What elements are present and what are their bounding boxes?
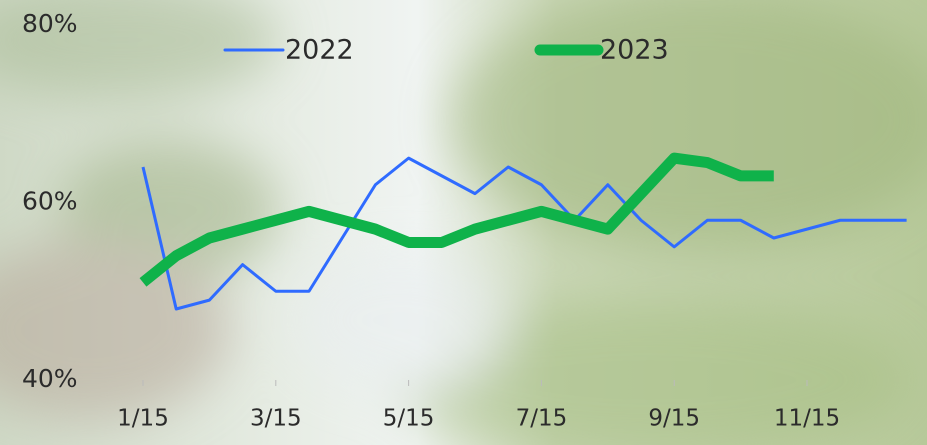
chart: 40% 60% 80% 1/15 3/15 5/15 7/15 9/15 11/15 2022 20… (0, 0, 927, 445)
x-tick-label: 5/15 (383, 406, 435, 432)
x-tick-label: 7/15 (516, 406, 568, 432)
y-tick-label: 40% (22, 364, 78, 393)
x-tick-label: 3/15 (250, 406, 302, 432)
x-tick-label: 1/15 (117, 406, 169, 432)
legend-label: 2022 (285, 35, 354, 66)
legend-label: 2023 (600, 35, 669, 66)
x-tick-label: 11/15 (774, 406, 840, 432)
y-tick-label: 60% (22, 187, 78, 216)
y-tick-label: 80% (22, 9, 78, 38)
x-tick-label: 9/15 (648, 406, 700, 432)
